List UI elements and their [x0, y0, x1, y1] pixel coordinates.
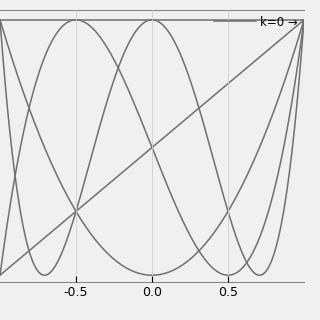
k=0 →	[247, 18, 251, 22]
k=0 →	[163, 18, 166, 22]
k=0 →	[0, 18, 2, 22]
k=0 →	[144, 18, 148, 22]
k=0 →	[295, 18, 299, 22]
k=0 →	[142, 18, 146, 22]
Legend: k=0 →: k=0 →	[210, 11, 303, 33]
k=0 →	[302, 18, 306, 22]
k=0 →	[179, 18, 183, 22]
